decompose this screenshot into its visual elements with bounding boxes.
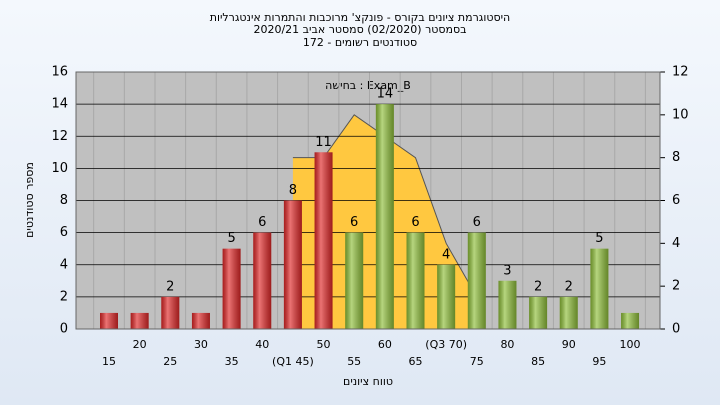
bar-shade: [100, 312, 118, 329]
x-tick-label: 50: [317, 338, 331, 351]
bar-shade: [375, 104, 394, 329]
bar-shade: [590, 248, 609, 329]
x-tick-label: (Q1 45): [272, 355, 314, 368]
x-tick-label: 60: [378, 338, 392, 351]
x-tick-label: 85: [531, 355, 545, 368]
value-label: 6: [473, 215, 481, 230]
value-label: 5: [227, 231, 235, 246]
value-label: 6: [350, 215, 358, 230]
bar-shade: [314, 152, 333, 329]
bar-shade: [130, 312, 149, 329]
value-label: 2: [534, 279, 542, 294]
x-tick-label: 90: [562, 338, 576, 351]
x-tick-label: (Q3 70): [425, 338, 467, 351]
value-label: 5: [595, 231, 603, 246]
x-tick-label: 80: [500, 338, 514, 351]
y-tick-label: 12: [51, 129, 68, 144]
y-tick-label: 6: [60, 225, 68, 240]
x-tick-label: 95: [592, 355, 606, 368]
y-tick-label: 14: [51, 97, 68, 112]
y2-tick-label: 6: [672, 193, 680, 208]
value-label: 6: [411, 215, 419, 230]
bar-shade: [621, 312, 640, 329]
bar-shade: [191, 312, 210, 329]
bar-shade: [283, 200, 302, 329]
bar-shade: [437, 264, 456, 329]
y2-tick-label: 0: [672, 322, 680, 337]
bar-shade: [467, 232, 486, 329]
value-label: 3: [503, 263, 511, 278]
bar-shade: [253, 232, 272, 329]
y2-tick-label: 2: [672, 279, 680, 294]
x-tick-label: 15: [102, 355, 116, 368]
value-label: 11: [315, 135, 332, 150]
value-label: 14: [377, 87, 394, 102]
x-tick-label: 75: [470, 355, 484, 368]
y-tick-label: 4: [60, 257, 68, 272]
chart-title: היסטוגרמת ציונים בקורס - פונקצ' מרוכבות …: [210, 11, 511, 24]
annotation: בחישה : Exam_B: [325, 79, 411, 92]
plot-frame: [75, 71, 661, 330]
value-label: 2: [166, 279, 174, 294]
y-tick-label: 0: [60, 322, 68, 337]
bar-shade: [529, 296, 548, 329]
x-tick-label: 20: [133, 338, 147, 351]
value-label: 8: [289, 183, 297, 198]
x-tick-label: 55: [347, 355, 361, 368]
bar-shade: [222, 248, 241, 329]
y2-tick-label: 10: [672, 107, 689, 122]
y-tick-label: 8: [60, 193, 68, 208]
x-tick-label: 100: [620, 338, 641, 351]
bar-shade: [161, 296, 180, 329]
value-label: 6: [258, 215, 266, 230]
y-axis-label: מספר סטודנטים: [23, 162, 36, 238]
x-tick-label: 65: [409, 355, 423, 368]
y2-tick-label: 8: [672, 150, 680, 165]
bar-shade: [498, 280, 517, 329]
y-tick-label: 10: [51, 161, 68, 176]
x-tick-label: 35: [225, 355, 239, 368]
value-label: 2: [565, 279, 573, 294]
y2-tick-label: 4: [672, 236, 680, 251]
y2-tick-label: 12: [672, 65, 689, 80]
x-tick-label: 40: [255, 338, 269, 351]
x-axis-label: טווח ציונים: [343, 375, 393, 388]
x-tick-label: 30: [194, 338, 208, 351]
y-tick-label: 16: [51, 65, 68, 80]
bar-shade: [345, 232, 364, 329]
chart-subtitle: סטודנטים רשומים - 172: [303, 36, 417, 49]
bar-shade: [559, 296, 578, 329]
value-label: 4: [442, 247, 450, 262]
x-tick-label: 25: [163, 355, 177, 368]
chart-subtitle: בסמסטר (02/2020) סמסטר אביב 2020/21: [253, 23, 466, 36]
y-tick-label: 2: [60, 289, 68, 304]
bar-shade: [406, 232, 425, 329]
